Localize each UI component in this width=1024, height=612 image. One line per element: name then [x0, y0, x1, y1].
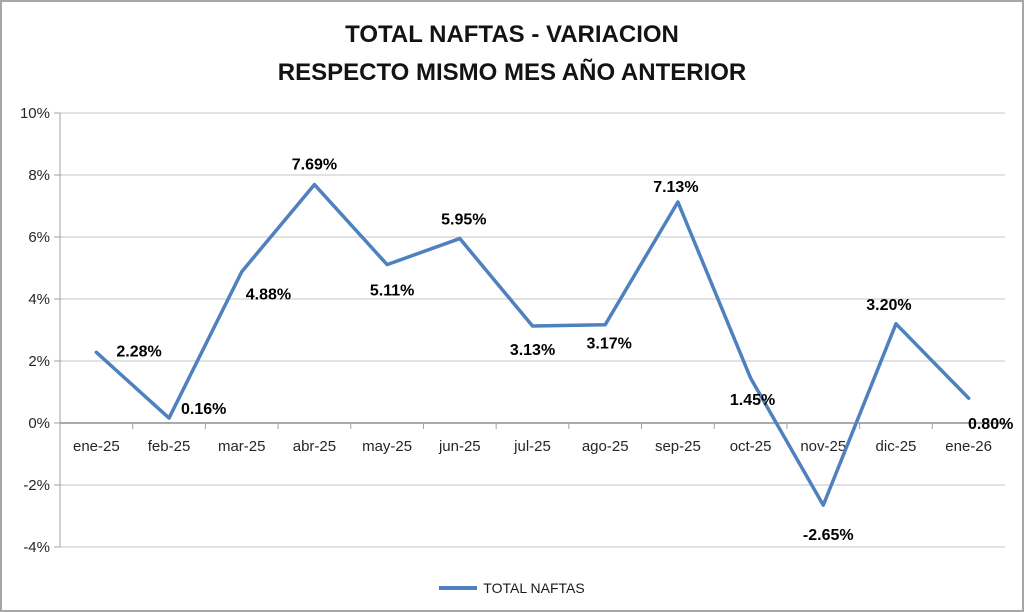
x-tick-label: jul-25	[513, 438, 551, 455]
x-tick-label: ene-25	[73, 438, 120, 455]
legend-label: TOTAL NAFTAS	[483, 580, 584, 596]
y-tick-label: 2%	[28, 353, 50, 370]
data-label: 5.95%	[441, 212, 486, 229]
x-tick-label: ene-26	[945, 438, 992, 455]
legend: TOTAL NAFTAS	[2, 578, 1022, 598]
data-label: 0.16%	[181, 401, 226, 418]
chart-window: TOTAL NAFTAS - VARIACION RESPECTO MISMO …	[0, 0, 1024, 612]
y-tick-label: 8%	[28, 167, 50, 184]
x-tick-label: sep-25	[655, 438, 701, 455]
x-tick-label: oct-25	[730, 438, 772, 455]
x-tick-label: dic-25	[876, 438, 917, 455]
y-tick-label: 10%	[20, 105, 50, 122]
x-tick-label: may-25	[362, 438, 412, 455]
y-tick-label: 0%	[28, 415, 50, 432]
data-label: 7.69%	[292, 157, 337, 174]
y-tick-label: 4%	[28, 291, 50, 308]
data-label: 0.80%	[968, 416, 1013, 433]
data-label: 1.45%	[730, 392, 775, 409]
legend-line-swatch	[439, 586, 477, 590]
y-tick-label: -4%	[23, 539, 50, 556]
data-label: 3.20%	[866, 297, 911, 314]
data-label: 2.28%	[116, 343, 161, 360]
data-label: 3.13%	[510, 342, 555, 359]
line-chart: 10% 8% 6% 4% 2% 0% -2% -4% ene-25 feb-25 mar-25 abr…	[2, 2, 1024, 612]
y-tick-label: 6%	[28, 229, 50, 246]
data-label: 7.13%	[653, 179, 698, 196]
x-tick-label: nov-25	[800, 438, 846, 455]
x-tick-label: mar-25	[218, 438, 266, 455]
x-tick-label: ago-25	[582, 438, 629, 455]
data-label: 5.11%	[370, 283, 414, 300]
data-label: 4.88%	[246, 287, 291, 304]
data-label: 3.17%	[587, 336, 632, 353]
data-label: -2.65%	[803, 527, 854, 544]
x-tick-label: abr-25	[293, 438, 336, 455]
y-tick-label: -2%	[23, 477, 50, 494]
x-tick-label: jun-25	[438, 438, 481, 455]
x-tick-label: feb-25	[148, 438, 191, 455]
